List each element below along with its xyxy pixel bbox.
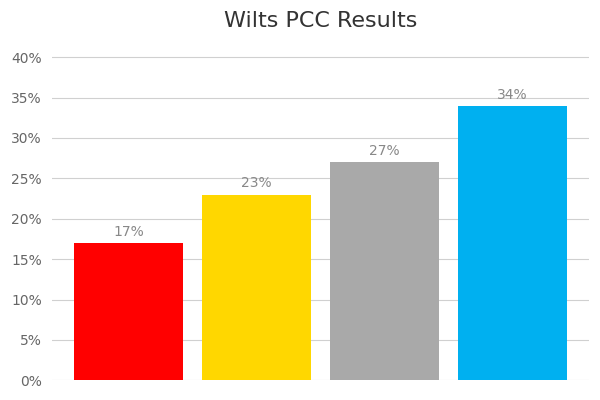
Text: LIB DEM: LIB DEM: [221, 353, 292, 368]
Bar: [202, 194, 311, 380]
Bar: [74, 243, 183, 380]
Bar: [458, 106, 566, 380]
Text: 23%: 23%: [241, 176, 272, 190]
Text: IND: IND: [369, 353, 400, 368]
Bar: [330, 162, 439, 380]
Text: 27%: 27%: [369, 144, 400, 158]
Text: 17%: 17%: [113, 225, 144, 239]
Text: 34%: 34%: [497, 88, 527, 102]
Title: Wilts PCC Results: Wilts PCC Results: [224, 11, 417, 31]
Text: CON: CON: [494, 353, 530, 368]
Text: LABOUR: LABOUR: [93, 353, 163, 368]
